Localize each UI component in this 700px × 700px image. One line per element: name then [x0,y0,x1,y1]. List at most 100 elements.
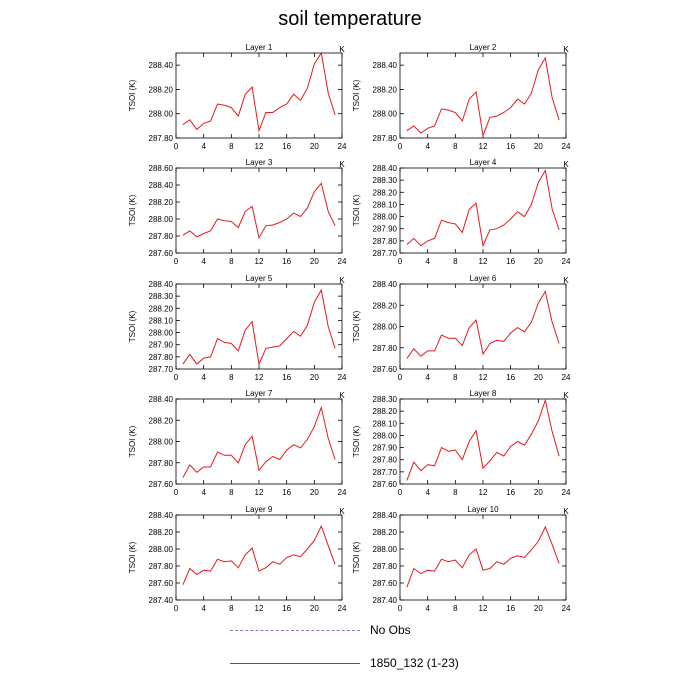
x-tick-label: 20 [534,604,543,613]
y-tick-label: 288.20 [149,85,174,94]
y-tick-label: 288.00 [373,431,398,440]
y-tick-label: 288.00 [149,438,174,447]
y-tick-label: 287.70 [149,365,174,374]
x-tick-label: 4 [201,604,206,613]
x-tick-label: 4 [425,604,430,613]
y-tick-label: 288.40 [149,395,174,404]
y-tick-label: 288.20 [149,304,174,313]
y-axis-label: TSOI (K) [128,425,137,457]
x-tick-label: 16 [282,604,291,613]
panel-title: Layer 4 [470,158,497,167]
y-tick-label: 288.20 [373,85,398,94]
x-tick-label: 24 [338,373,347,382]
units-label: K [563,276,569,285]
x-tick-label: 8 [453,604,458,613]
panel-9: Layer 9 K TSOI (K) 287.40 287.60 287.80 288.00… [128,505,347,613]
x-tick-label: 4 [201,488,206,497]
x-tick-label: 16 [506,257,515,266]
x-tick-label: 8 [229,604,234,613]
y-axis-label: TSOI (K) [352,310,361,342]
y-tick-label: 287.70 [373,249,398,258]
x-tick-label: 20 [310,488,319,497]
series-line [406,525,560,588]
x-tick-label: 24 [338,488,347,497]
y-tick-label: 288.40 [149,511,174,520]
x-tick-label: 0 [174,373,179,382]
x-tick-label: 4 [201,142,206,151]
y-tick-label: 288.30 [373,176,398,185]
x-tick-label: 24 [338,257,347,266]
panel-title: Layer 3 [246,158,273,167]
y-tick-label: 287.60 [373,365,398,374]
y-tick-label: 288.00 [373,213,398,222]
y-tick-label: 288.10 [373,419,398,428]
legend-label: 1850_132 (1-23) [370,656,459,670]
x-tick-label: 24 [562,373,571,382]
x-tick-label: 16 [506,142,515,151]
x-tick-label: 20 [310,257,319,266]
y-axis-label: TSOI (K) [352,79,361,111]
x-tick-label: 12 [479,257,488,266]
x-tick-label: 0 [174,142,179,151]
x-tick-label: 8 [229,142,234,151]
y-axis-label: TSOI (K) [128,541,137,573]
y-tick-label: 288.10 [149,316,174,325]
x-tick-label: 16 [506,604,515,613]
y-tick-label: 287.80 [373,237,398,246]
y-axis-label: TSOI (K) [128,79,137,111]
x-tick-label: 24 [338,604,347,613]
x-tick-label: 20 [310,604,319,613]
panel-title: Layer 7 [246,389,273,398]
units-label: K [563,160,569,169]
y-tick-label: 288.40 [373,61,398,70]
x-tick-label: 8 [453,488,458,497]
x-tick-label: 20 [534,373,543,382]
x-tick-label: 12 [479,142,488,151]
x-tick-label: 16 [282,257,291,266]
x-tick-label: 24 [562,488,571,497]
y-tick-label: 287.80 [149,459,174,468]
legend-item-no-obs: No Obs [230,621,490,641]
y-tick-label: 287.90 [373,225,398,234]
x-tick-label: 16 [506,488,515,497]
y-tick-label: 287.90 [373,444,398,453]
units-label: K [339,160,345,169]
legend-item-series: 1850_132 (1-23) [230,654,490,674]
plot-frame [399,514,567,601]
y-tick-label: 288.40 [373,511,398,520]
x-tick-label: 0 [174,604,179,613]
x-tick-label: 24 [562,604,571,613]
units-label: K [339,391,345,400]
x-tick-label: 20 [534,257,543,266]
plot-frame [175,514,343,601]
x-tick-label: 12 [479,373,488,382]
panel-title: Layer 9 [246,505,273,514]
y-tick-label: 288.00 [149,110,174,119]
series-line [182,405,336,478]
y-tick-label: 287.60 [149,249,174,258]
panel-title: Layer 8 [470,389,497,398]
y-tick-label: 288.20 [373,301,398,310]
x-tick-label: 4 [425,488,430,497]
panel-title: Layer 1 [246,43,273,52]
y-tick-label: 288.30 [149,292,174,301]
y-tick-label: 288.20 [149,198,174,207]
y-tick-label: 287.90 [149,341,174,350]
x-tick-label: 20 [310,373,319,382]
x-tick-label: 4 [201,373,206,382]
y-tick-label: 287.60 [373,579,398,588]
y-axis-label: TSOI (K) [352,541,361,573]
y-tick-label: 288.60 [149,164,174,173]
y-tick-label: 288.00 [373,110,398,119]
y-tick-label: 287.70 [373,468,398,477]
panel-title: Layer 10 [467,505,499,514]
page-title: soil temperature [278,8,422,30]
y-tick-label: 287.80 [149,562,174,571]
x-tick-label: 0 [398,142,403,151]
y-tick-label: 288.00 [149,215,174,224]
panel-10: Layer 10 K TSOI (K) 287.40 287.60 287.80 288.0… [352,505,571,613]
series-line [182,182,336,240]
units-label: K [339,45,345,54]
y-axis-label: TSOI (K) [352,194,361,226]
plot-frame [175,398,343,485]
